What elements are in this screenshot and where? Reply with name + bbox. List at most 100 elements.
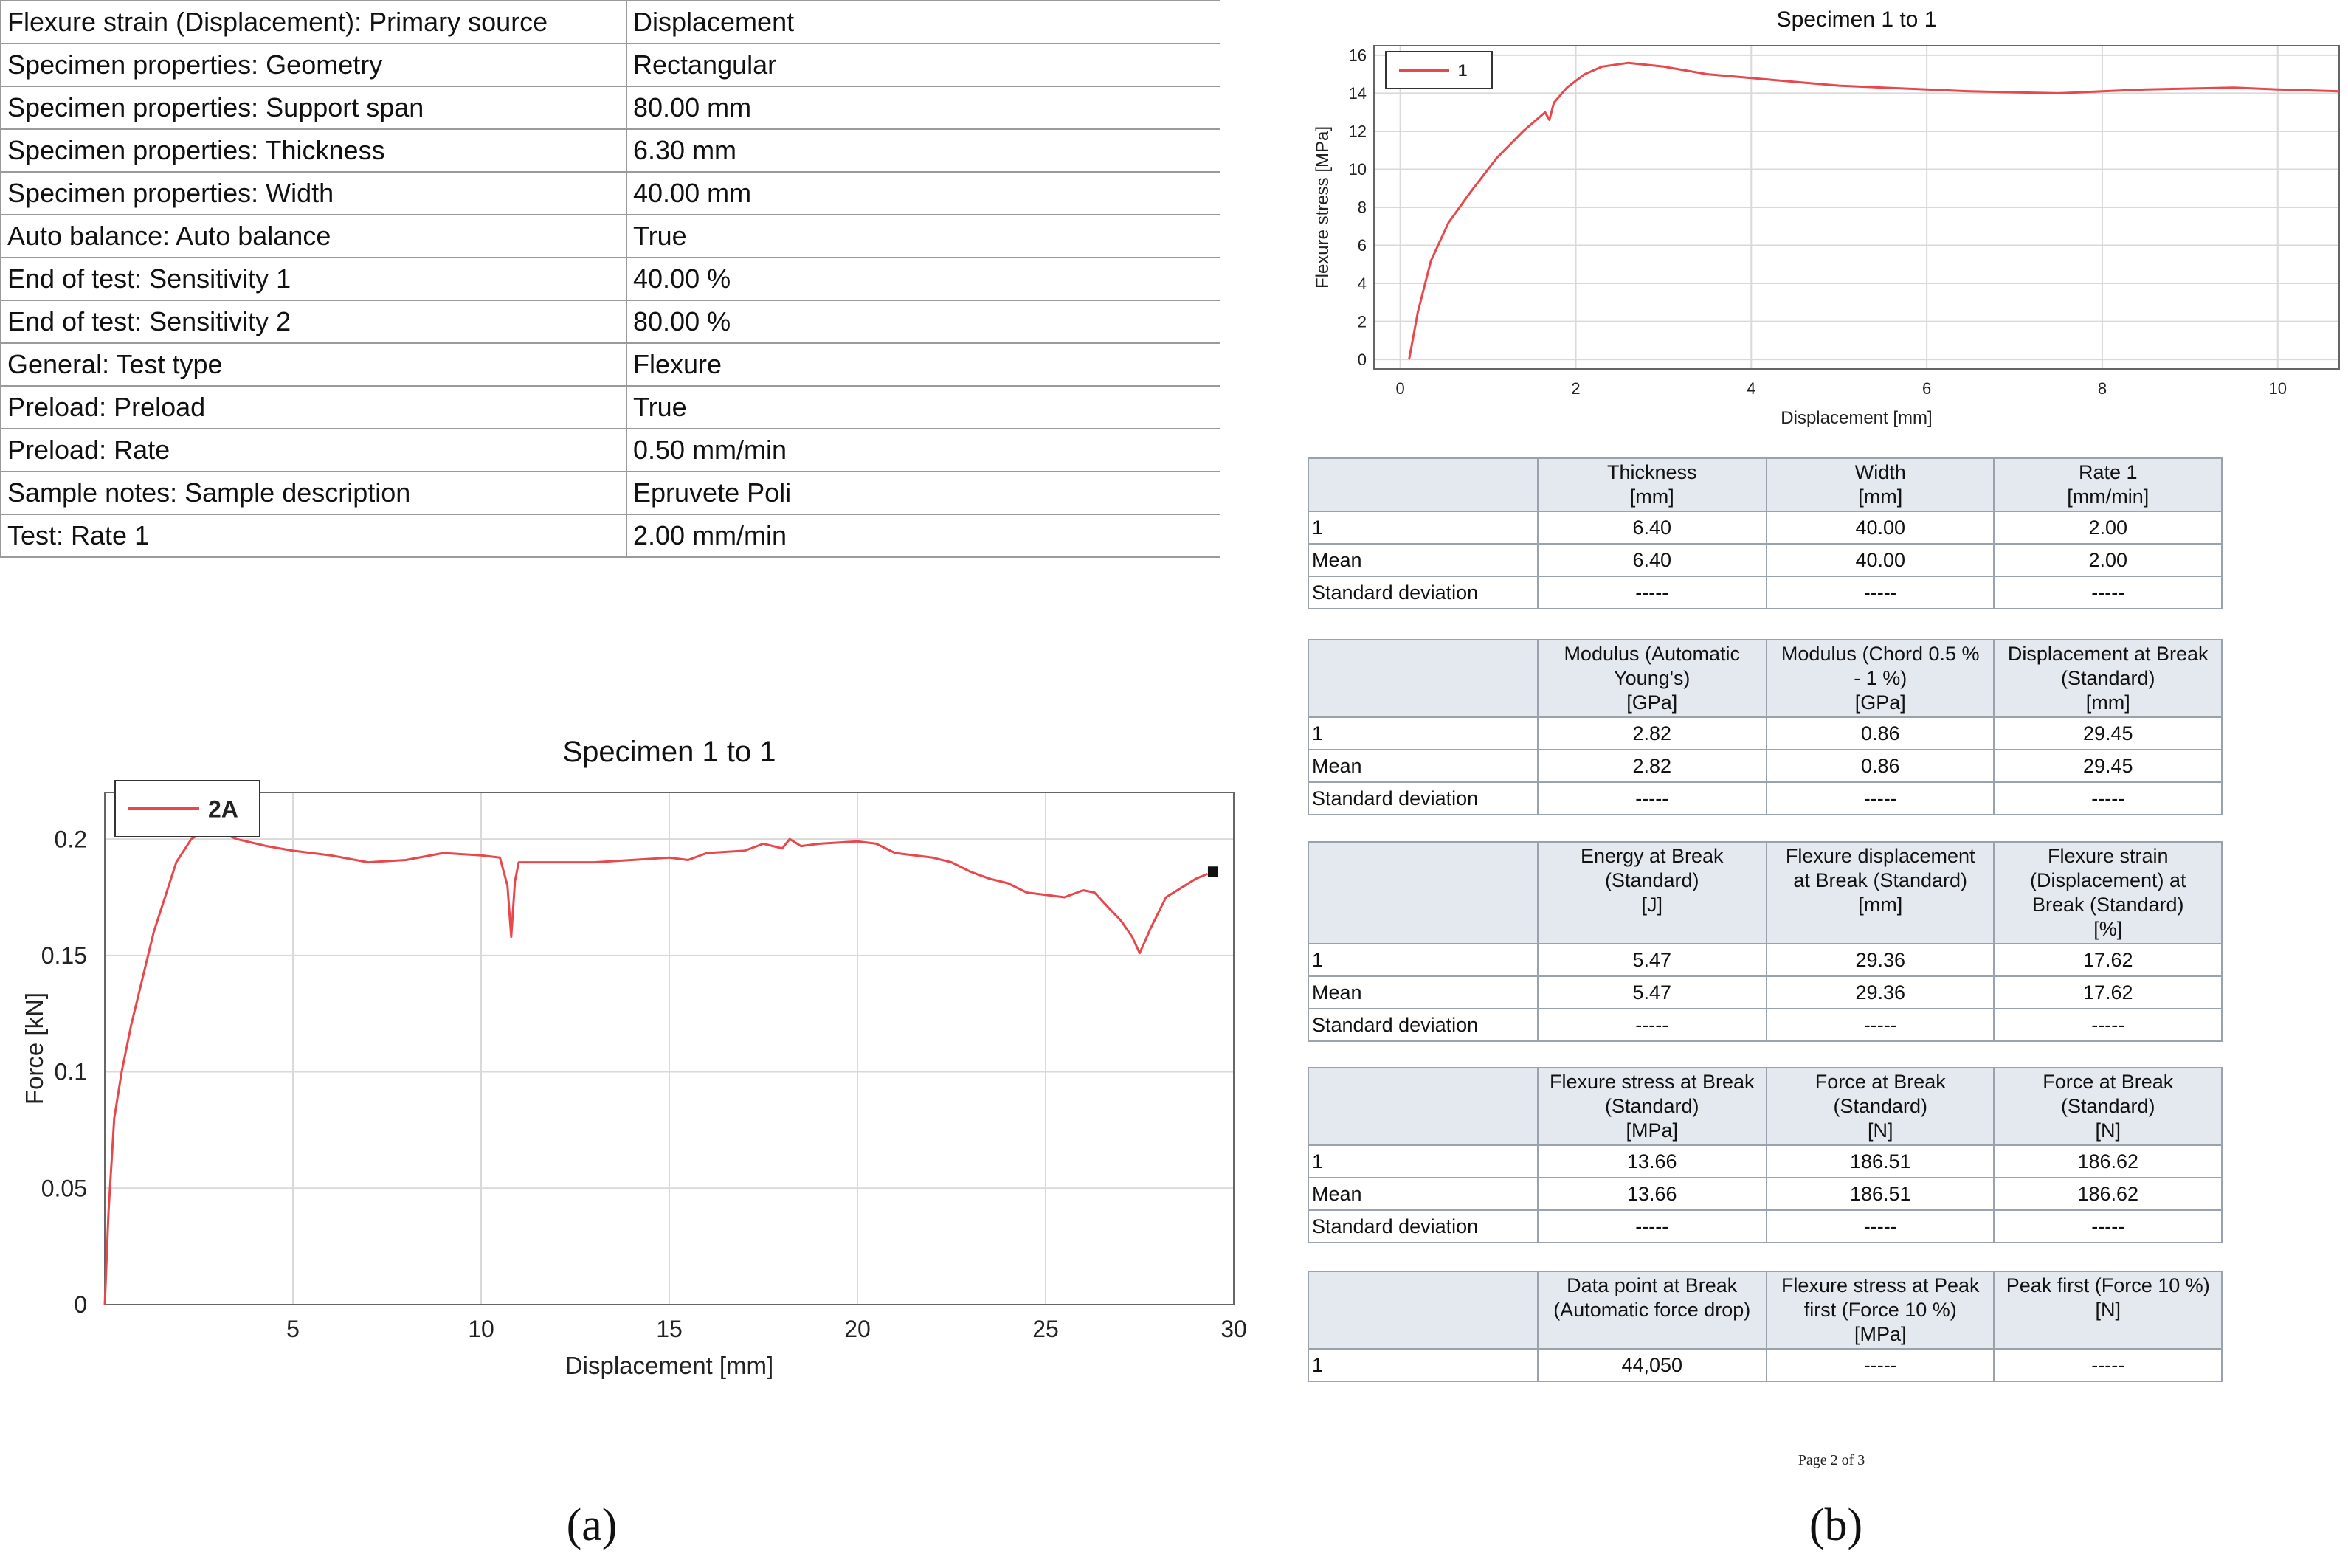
panel-b-label: (b) [1809, 1500, 1863, 1550]
parameter-value: Flexure [626, 343, 1220, 387]
break-marker [1207, 866, 1218, 877]
x-tick-label: 2 [1571, 379, 1580, 398]
result-row: Mean 6.40 40.00 2.00 [1308, 543, 2223, 577]
column-header-line: [mm] [1858, 894, 1903, 916]
column-header-line: [N] [2095, 1299, 2121, 1321]
result-table: Thickness [mm] Width [mm] Rate 1 [mm/min] 1 6.4… [1308, 457, 2223, 609]
result-cell: 2.82 [1536, 749, 1767, 783]
result-cell: ----- [1765, 1008, 1995, 1042]
column-header-line: Force at Break [2043, 1071, 2174, 1093]
result-row: 1 44,050 ----- ----- [1308, 1348, 2223, 1382]
result-row: Mean 5.47 29.36 17.62 [1308, 975, 2223, 1009]
result-cell: 2.82 [1536, 716, 1767, 750]
column-header: Flexure stress at Break (Standard) [MPa] [1536, 1067, 1767, 1146]
result-row: Mean 2.82 0.86 29.45 [1308, 749, 2223, 783]
result-header-row: Modulus (Automatic Young's) [GPa] Modulus (… [1308, 639, 2223, 718]
parameter-key: Test: Rate 1 [0, 514, 626, 558]
result-cell: 5.47 [1536, 975, 1767, 1009]
parameter-value: True [626, 386, 1220, 429]
column-header-line: [GPa] [1854, 691, 1906, 714]
x-tick-label: 15 [656, 1316, 683, 1342]
parameter-row: Sample notes: Sample description Epruvete… [0, 472, 1220, 515]
parameter-key: Preload: Rate [0, 429, 626, 472]
parameter-key: End of test: Sensitivity 1 [0, 258, 626, 301]
result-cell: 29.36 [1765, 975, 1995, 1009]
column-header: Data point at Break (Automatic force drop… [1536, 1271, 1767, 1350]
column-header: Modulus (Automatic Young's) [GPa] [1536, 639, 1767, 718]
x-tick-label: 4 [1747, 379, 1755, 398]
column-header: Thickness [mm] [1536, 457, 1767, 512]
y-tick-label: 6 [1358, 236, 1367, 255]
result-header-row: Flexure stress at Break (Standard) [MPa] Fo… [1308, 1067, 2223, 1146]
y-tick-label: 14 [1349, 84, 1367, 103]
column-header-line: (Standard) [2060, 667, 2155, 689]
row-label: 1 [1308, 511, 1539, 545]
series-line [103, 826, 1208, 1305]
parameter-value: 40.00 mm [626, 172, 1220, 215]
column-header-line: Modulus (Automatic [1564, 643, 1741, 665]
y-tick-label: 8 [1358, 198, 1367, 217]
result-cell: ----- [1536, 1209, 1767, 1243]
y-tick-label: 0 [1358, 350, 1367, 369]
y-tick-label: 16 [1349, 46, 1367, 65]
column-header-line: [mm] [1858, 486, 1903, 508]
column-header-line: - 1 %) [1854, 667, 1907, 689]
result-cell: 29.36 [1765, 943, 1995, 977]
column-header-line: (Standard) [2060, 1095, 2155, 1117]
result-cell: 0.86 [1765, 716, 1995, 750]
column-header-line: Force at Break [1814, 1071, 1946, 1093]
row-label: 1 [1308, 1348, 1539, 1382]
y-tick-label: 12 [1349, 122, 1367, 141]
parameter-key: Sample notes: Sample description [0, 472, 626, 515]
row-label: Mean [1308, 1177, 1539, 1211]
parameter-row: Specimen properties: Thickness 6.30 mm [0, 129, 1220, 173]
column-header-line: Data point at Break [1567, 1274, 1738, 1296]
column-header-line: (Displacement) at [2029, 869, 2186, 891]
y-tick-label: 0.1 [55, 1059, 87, 1085]
parameter-value: 80.00 mm [626, 86, 1220, 130]
parameter-key: End of test: Sensitivity 2 [0, 300, 626, 344]
result-cell: ----- [1993, 781, 2223, 815]
plot-frame [1373, 45, 2340, 370]
result-cell: ----- [1536, 1008, 1767, 1042]
result-cell: 186.51 [1765, 1177, 1995, 1211]
result-cell: 186.62 [1993, 1177, 2223, 1211]
parameter-row: General: Test type Flexure [0, 343, 1220, 387]
plot-frame [104, 792, 1235, 1305]
parameter-row: Specimen properties: Geometry Rectangular [0, 44, 1220, 87]
column-header-line: [mm] [2085, 691, 2130, 714]
column-header: Rate 1 [mm/min] [1993, 457, 2223, 512]
chart-title: Specimen 1 to 1 [1777, 7, 1937, 32]
column-header-line: Rate 1 [2078, 461, 2138, 483]
parameter-row: Preload: Preload True [0, 386, 1220, 429]
result-table: Energy at Break (Standard) [J] Flexure disp… [1308, 841, 2223, 1042]
result-row: Standard deviation ----- ----- ----- [1308, 781, 2223, 815]
parameter-key: Preload: Preload [0, 386, 626, 429]
result-cell: ----- [1765, 1348, 1995, 1382]
column-header-line: [MPa] [1626, 1119, 1679, 1142]
column-header-line: Flexure stress at Peak [1781, 1274, 1980, 1296]
column-header-line: Width [1854, 461, 1906, 483]
page-footer: Page 2 of 3 [1798, 1452, 1865, 1468]
row-label: Standard deviation [1308, 1008, 1539, 1042]
result-cell: ----- [1765, 1209, 1995, 1243]
y-axis-label: Force [kN] [21, 992, 48, 1105]
column-header-line: [mm/min] [2067, 486, 2150, 508]
result-cell: 186.51 [1765, 1144, 1995, 1178]
y-axis-label: Flexure stress [MPa] [1313, 126, 1333, 289]
series-line [1408, 61, 2340, 360]
result-cell: 186.62 [1993, 1144, 2223, 1178]
column-header-line: [J] [1641, 894, 1662, 916]
column-header: Flexure displacement at Break (Standard) [… [1765, 841, 1995, 944]
y-tick-label: 2 [1358, 312, 1367, 331]
column-header-line: Displacement at Break [2007, 643, 2209, 665]
parameter-value: 0.50 mm/min [626, 429, 1220, 472]
parameter-value: 6.30 mm [626, 129, 1220, 173]
column-header-line: (Standard) [1604, 1095, 1699, 1117]
column-header-line: Flexure stress at Break [1549, 1071, 1755, 1093]
x-tick-label: 6 [1922, 379, 1931, 398]
parameter-key: Specimen properties: Width [0, 172, 626, 215]
column-header-line: (Automatic force drop) [1553, 1299, 1751, 1321]
column-header-line: [GPa] [1626, 691, 1678, 714]
result-cell: 6.40 [1536, 511, 1767, 545]
